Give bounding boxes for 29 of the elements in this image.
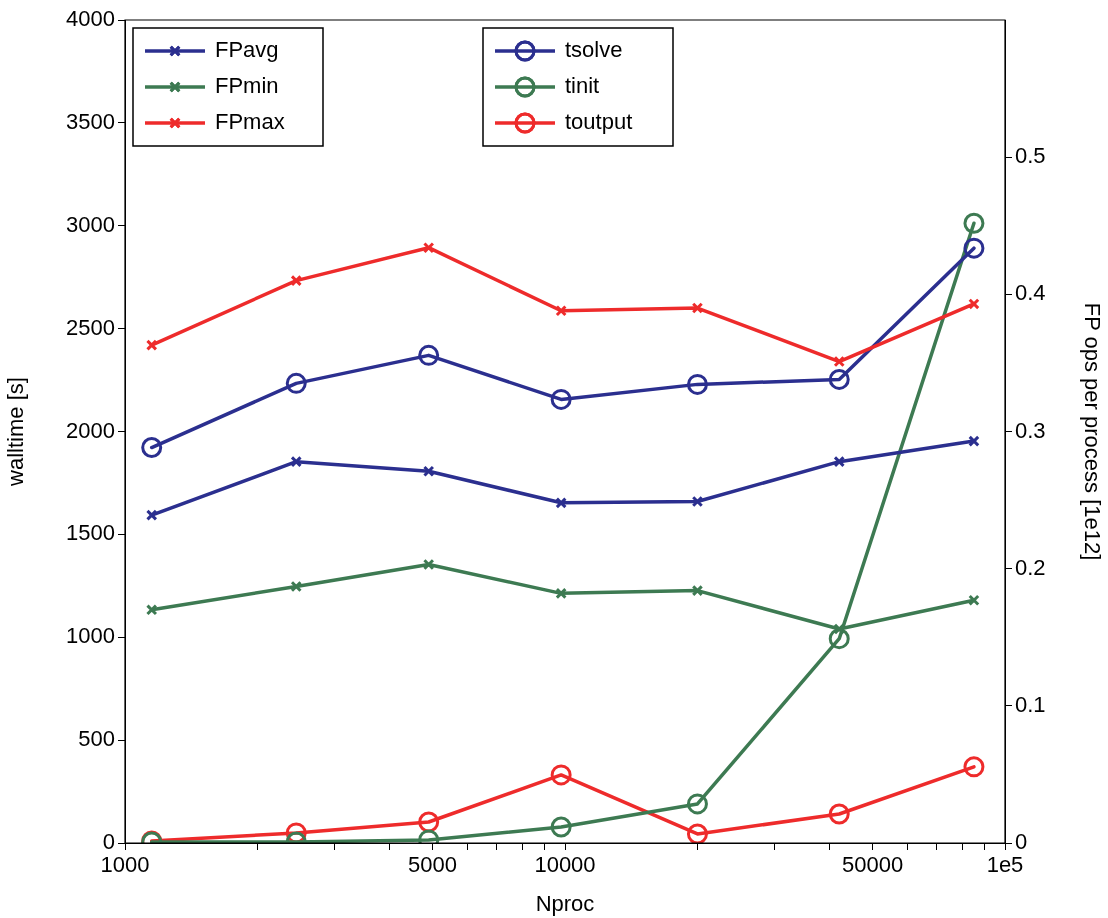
legend-label: tinit (565, 73, 600, 99)
y-tick-label: 2500 (66, 314, 115, 340)
y2-axis-title: FP ops per process [1e12] (1079, 302, 1105, 561)
y2-tick-label: 0.4 (1015, 280, 1046, 306)
legend-label: FPavg (215, 37, 279, 63)
y-axis-title: walltime [s] (3, 377, 29, 487)
x-axis-title: Nproc (535, 890, 595, 916)
y-tick-label: 3500 (66, 108, 115, 134)
y-tick-label: 2000 (66, 417, 115, 443)
legend-label: FPmax (215, 109, 285, 135)
x-tick-label: 10000 (534, 852, 596, 878)
legend-label: FPmin (215, 73, 279, 99)
legend-label: tsolve (565, 37, 623, 63)
y2-tick-label: 0.5 (1015, 143, 1046, 169)
y2-tick-label: 0.1 (1015, 691, 1046, 717)
x-tick-label: 1e5 (986, 852, 1024, 878)
x-tick-label: 5000 (408, 852, 458, 878)
y-tick-label: 4000 (66, 6, 115, 32)
y-tick-label: 1000 (66, 623, 115, 649)
y2-tick-label: 0 (1015, 829, 1028, 855)
y-tick-label: 500 (78, 726, 115, 752)
legend-label: toutput (565, 109, 633, 135)
y-tick-label: 0 (102, 829, 115, 855)
y-tick-label: 3000 (66, 211, 115, 237)
x-tick-label: 50000 (841, 852, 904, 878)
y-tick-label: 1500 (66, 520, 115, 546)
y2-tick-label: 0.2 (1015, 554, 1046, 580)
x-tick-label: 1000 (100, 852, 150, 878)
y2-tick-label: 0.3 (1015, 417, 1046, 443)
